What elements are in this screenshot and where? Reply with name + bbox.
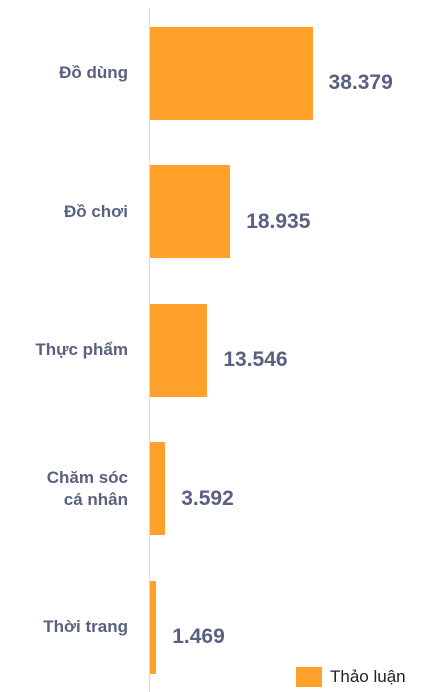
value-label: 13.546 — [223, 348, 288, 372]
bar — [150, 165, 231, 259]
bar — [150, 580, 157, 674]
category-label: Thời trang — [43, 617, 128, 637]
category-label: Đồ dùng — [59, 63, 128, 83]
bar — [150, 26, 313, 120]
legend-swatch — [296, 667, 322, 687]
legend-label: Thảo luận — [330, 667, 406, 686]
category-label: Đồ chơi — [63, 201, 128, 221]
value-label: 18.935 — [246, 209, 311, 233]
category-label: Thực phẩm — [35, 340, 128, 360]
value-label: 3.592 — [181, 486, 234, 510]
bar — [150, 442, 166, 536]
value-label: 38.379 — [328, 71, 393, 95]
value-label: 1.469 — [172, 625, 225, 649]
axis-line — [149, 8, 150, 692]
bar — [150, 303, 208, 397]
category-label: Chăm sóc cá nhân — [46, 467, 128, 509]
